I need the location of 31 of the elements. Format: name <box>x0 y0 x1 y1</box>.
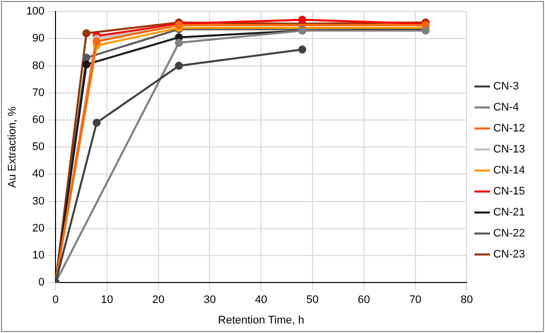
y-tick-label: 80 <box>32 60 45 72</box>
y-tick-label: 40 <box>32 168 45 180</box>
x-tick-label: 20 <box>152 294 164 306</box>
y-tick-label: 0 <box>38 276 45 289</box>
x-tick-label: 70 <box>409 294 422 306</box>
legend-label: CN-3 <box>493 80 519 93</box>
x-tick-label: 10 <box>100 294 114 306</box>
x-tick-label: 30 <box>204 294 216 306</box>
legend-label: CN-4 <box>493 102 519 114</box>
y-tick-label: 30 <box>32 195 45 208</box>
legend-label: CN-22 <box>493 228 526 240</box>
legend-label: CN-15 <box>493 186 526 198</box>
legend-label: CN-14 <box>493 164 526 177</box>
y-tick-label: 60 <box>32 114 45 126</box>
y-tick-label: 20 <box>32 222 45 234</box>
legend-label: CN-13 <box>493 144 526 156</box>
y-tick-label: 90 <box>32 32 45 45</box>
y-tick-label: 70 <box>32 86 45 99</box>
legend-label: CN-12 <box>493 122 526 135</box>
y-tick-label: 50 <box>32 141 45 154</box>
x-tick-label: 0 <box>52 294 59 306</box>
x-tick-label: 50 <box>306 294 319 306</box>
y-tick-label: 100 <box>26 6 45 18</box>
legend-label: CN-23 <box>493 248 526 261</box>
y-axis-title: Au Extraction, % <box>6 106 19 188</box>
legend-label: CN-21 <box>493 206 526 219</box>
x-axis-title: Retention Time, h <box>218 314 304 326</box>
x-tick-label: 60 <box>358 294 370 306</box>
x-tick-label: 80 <box>460 294 473 306</box>
x-tick-label: 40 <box>255 294 268 306</box>
y-tick-label: 10 <box>32 250 45 262</box>
